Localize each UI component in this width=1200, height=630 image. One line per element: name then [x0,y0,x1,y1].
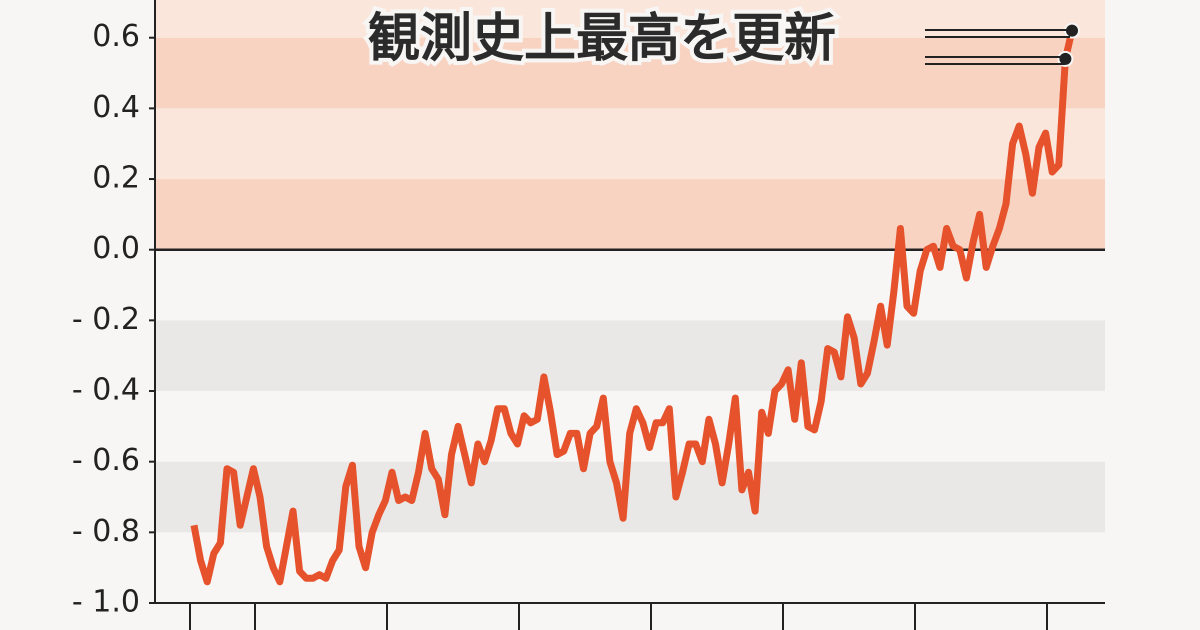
y-tick-label: - 0.6 [72,443,140,478]
record-dot [1057,50,1074,67]
bands [155,0,1105,603]
y-tick-label: 0.0 [92,231,140,266]
y-tick-label: 0.2 [92,161,140,196]
series-line [190,29,1076,586]
y-tick-label: 0.6 [92,19,140,54]
band [155,108,1105,180]
y-tick-label: - 0.8 [72,514,140,549]
band [155,532,1105,603]
plot [190,22,1080,586]
chart-title: 観測史上最高を更新 [368,9,836,69]
band [155,249,1105,321]
y-tick-label: - 0.2 [72,302,140,337]
x-ticks [189,603,1048,630]
band [155,0,1105,38]
band [155,37,1105,109]
y-tick-label: - 1.0 [72,585,140,620]
axes: - 1.0 - 0.8 - 0.6 - 0.4 - 0.2 0.0 0.2 0.4 0.6 [72,0,1105,630]
y-tick-label: 0.4 [92,90,140,125]
y-tick-label: - 0.4 [72,373,140,408]
band [155,179,1105,250]
annotation-leaders [925,29,1070,65]
band [155,320,1105,392]
